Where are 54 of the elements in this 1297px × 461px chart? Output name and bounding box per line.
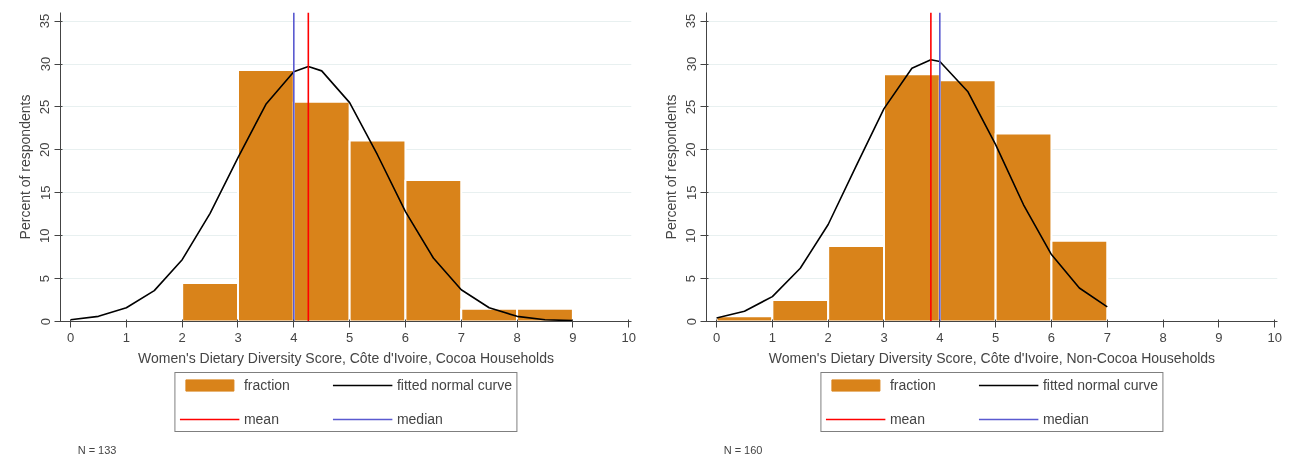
x-tick-label: 10: [1267, 329, 1282, 345]
y-tick-label: 0: [37, 317, 53, 326]
x-tick-label: 7: [1103, 329, 1111, 345]
x-axis-title: Women's Dietary Diversity Score, Côte d'Ivoire, Non-Cocoa Households: [768, 349, 1216, 366]
x-tick-label: 3: [234, 329, 242, 345]
x-axis-title: Women's Dietary Diversity Score, Côte d'Ivoire, Cocoa Households: [138, 349, 554, 366]
y-tick-label: 35: [683, 13, 699, 29]
y-tick-label: 20: [37, 142, 53, 158]
y-tick-label: 25: [683, 99, 699, 115]
x-tick-label: 5: [346, 329, 354, 345]
x-tick-label: 1: [122, 329, 130, 345]
y-tick-label: 30: [683, 56, 699, 72]
y-tick-label: 20: [683, 142, 699, 158]
x-tick-label: 2: [824, 329, 832, 345]
y-tick-label: 15: [37, 185, 53, 200]
x-tick-label: 6: [1047, 329, 1056, 345]
legend-label: fitted normal curve: [396, 377, 513, 393]
legend-label: mean: [889, 411, 926, 427]
x-tick-label: 9: [569, 329, 577, 345]
x-tick-label: 7: [457, 329, 465, 345]
x-tick-label: 4: [936, 329, 944, 345]
text: N = 133: [77, 443, 117, 456]
line-series: [69, 65, 574, 322]
x-tick-label: 2: [178, 329, 186, 345]
x-tick-label: 8: [1159, 329, 1167, 345]
x-tick-label: 4: [290, 329, 298, 345]
legend-label: fitted normal curve: [1042, 377, 1159, 393]
x-tick-label: 5: [992, 329, 1000, 345]
y-axis-title: Percent of respondents: [662, 94, 679, 240]
text: N = 160: [723, 443, 763, 456]
legend-label: median: [396, 411, 444, 427]
legend-label: fraction: [243, 377, 291, 393]
y-tick-label: 10: [683, 228, 699, 243]
x-tick-label: 0: [712, 329, 721, 345]
y-tick-label: 5: [683, 274, 699, 283]
y-tick-label: 10: [37, 228, 53, 243]
legend-label: fraction: [889, 377, 937, 393]
x-tick-label: 3: [880, 329, 888, 345]
y-tick-label: 35: [37, 13, 53, 29]
y-tick-label: 5: [37, 274, 53, 283]
y-tick-label: 0: [683, 317, 699, 326]
y-tick-label: 15: [683, 185, 699, 200]
x-tick-label: 9: [1215, 329, 1223, 345]
y-tick-label: 25: [37, 99, 53, 115]
legend-label: mean: [243, 411, 280, 427]
y-tick-label: 30: [37, 56, 53, 72]
x-tick-label: 0: [66, 329, 75, 345]
legend-label: median: [1042, 411, 1090, 427]
x-tick-label: 8: [513, 329, 521, 345]
x-tick-label: 10: [621, 329, 636, 345]
x-tick-label: 6: [401, 329, 410, 345]
line-series: [715, 58, 1109, 319]
y-axis-title: Percent of respondents: [16, 94, 33, 240]
x-tick-label: 1: [768, 329, 776, 345]
